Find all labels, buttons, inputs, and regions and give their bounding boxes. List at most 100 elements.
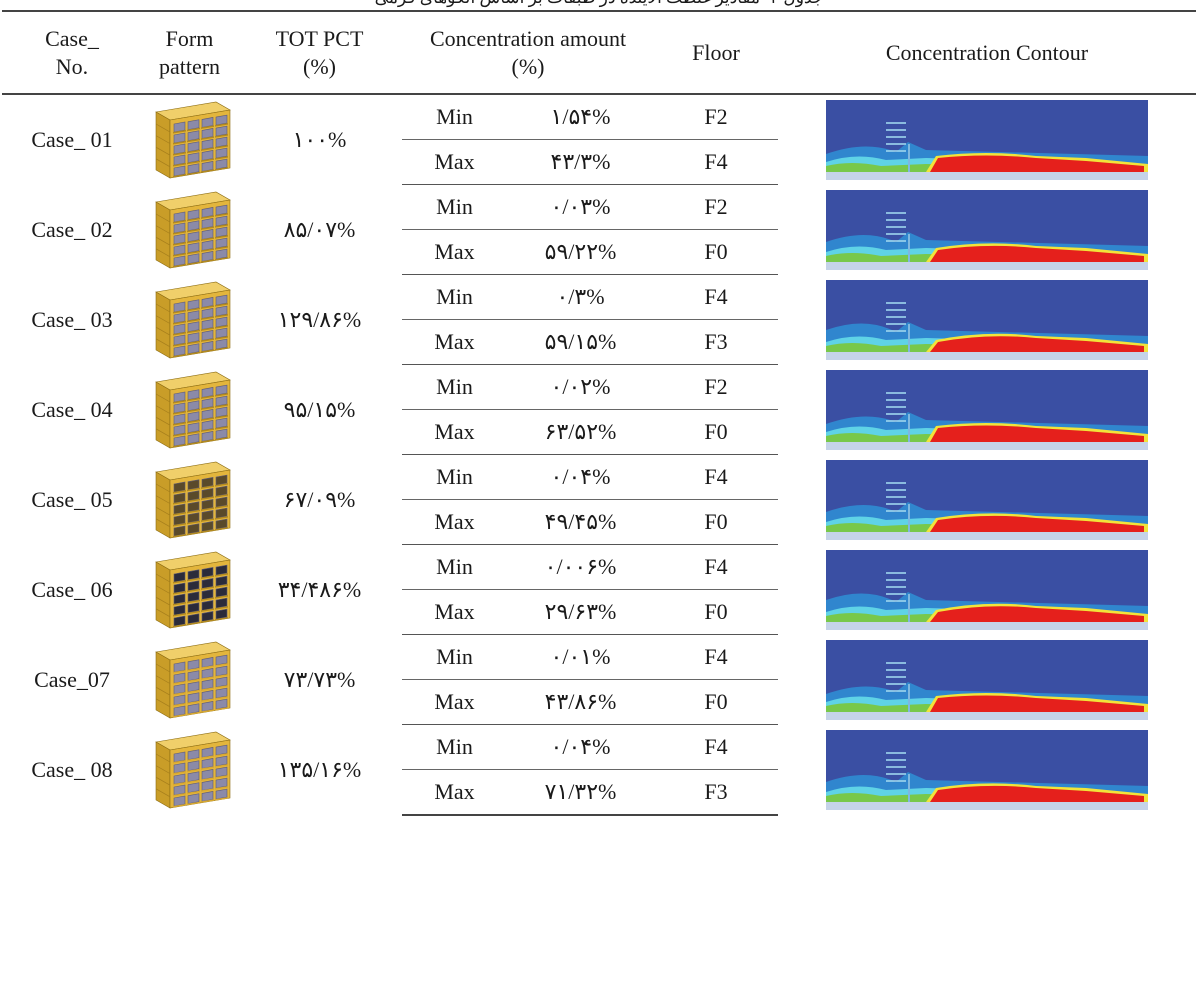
concentration-contour-image	[826, 549, 1148, 630]
min-value-cell: ۰/۰۰۶%	[507, 544, 654, 590]
header-form-pattern: Form pattern	[142, 10, 237, 95]
contour-cell	[778, 455, 1196, 545]
building-massing-icon	[155, 191, 231, 269]
tot-pct-cell: ۱۳۵/۱۶%	[277, 756, 362, 782]
max-label-cell: Max	[402, 319, 507, 365]
concentration-contour-image	[826, 189, 1148, 270]
table-caption: جدول ۳- مقادیر غلظت آلاینده در طبقات بر …	[0, 0, 1198, 10]
min-value-cell: ۰/۰۱%	[507, 634, 654, 680]
concentration-contour-image	[826, 729, 1148, 810]
table-row: Max ۷۱/۳۲% F3	[2, 769, 1196, 816]
max-label-cell: Max	[402, 769, 507, 816]
min-label-cell: Min	[402, 544, 507, 590]
case-number-cell: Case_ 01	[31, 126, 113, 152]
min-label-cell: Min	[402, 634, 507, 680]
max-floor-cell: F3	[654, 769, 778, 816]
case-number-cell: Case_ 02	[31, 216, 113, 242]
tot-pct-cell: ۱۰۰%	[292, 126, 347, 152]
table-row: Max ۶۳/۵۲% F0	[2, 409, 1196, 455]
min-floor-cell: F2	[654, 184, 778, 230]
form-pattern-cell	[142, 455, 237, 545]
form-pattern-cell	[142, 185, 237, 275]
form-pattern-cell	[142, 635, 237, 725]
max-value-cell: ۲۹/۶۳%	[507, 589, 654, 635]
table-row: Max ۴۳/۳% F4	[2, 139, 1196, 185]
case-number-cell: Case_ 04	[31, 396, 113, 422]
max-floor-cell: F0	[654, 499, 778, 545]
max-label-cell: Max	[402, 499, 507, 545]
min-label-cell: Min	[402, 364, 507, 410]
max-floor-cell: F4	[654, 139, 778, 185]
concentration-table: Case_ No. Form pattern TOT PCT (%) Concentr…	[2, 10, 1196, 816]
min-value-cell: ۰/۰۲%	[507, 364, 654, 410]
table-row: Case_ 02 ۸۵/۰۷% Min ۰/۰۳% F2	[2, 184, 1196, 270]
max-value-cell: ۷۱/۳۲%	[507, 769, 654, 816]
tot-pct-cell: ۳۴/۴۸۶%	[277, 576, 362, 602]
building-massing-icon	[155, 641, 231, 719]
table-row: Max ۵۹/۲۲% F0	[2, 229, 1196, 275]
min-floor-cell: F2	[654, 94, 778, 140]
min-value-cell: ۰/۳%	[507, 274, 654, 320]
min-floor-cell: F4	[654, 274, 778, 320]
caption-text: جدول ۳- مقادیر غلظت آلاینده در طبقات بر …	[0, 0, 1198, 8]
building-massing-icon	[155, 371, 231, 449]
contour-cell	[778, 94, 1196, 185]
header-concentration: Concentration amount (%)	[402, 10, 654, 95]
max-value-cell: ۴۳/۸۶%	[507, 679, 654, 725]
min-floor-cell: F4	[654, 634, 778, 680]
max-floor-cell: F0	[654, 589, 778, 635]
contour-cell	[778, 275, 1196, 365]
max-value-cell: ۴۳/۳%	[507, 139, 654, 185]
tot-pct-cell: ۱۲۹/۸۶%	[277, 306, 362, 332]
max-label-cell: Max	[402, 589, 507, 635]
form-pattern-cell	[142, 545, 237, 635]
table-row: Max ۴۳/۸۶% F0	[2, 679, 1196, 725]
table-row: Max ۴۹/۴۵% F0	[2, 499, 1196, 545]
tot-pct-cell: ۸۵/۰۷%	[283, 216, 356, 242]
min-floor-cell: F4	[654, 454, 778, 500]
contour-cell	[778, 185, 1196, 275]
max-value-cell: ۵۹/۱۵%	[507, 319, 654, 365]
concentration-contour-image	[826, 369, 1148, 450]
table-row: Case_ 05 ۶۷/۰۹% Min ۰/۰۴% F4	[2, 454, 1196, 540]
max-value-cell: ۵۹/۲۲%	[507, 229, 654, 275]
case-number-cell: Case_ 08	[31, 756, 113, 782]
form-pattern-cell	[142, 94, 237, 185]
tot-pct-cell: ۶۷/۰۹%	[283, 486, 356, 512]
tot-pct-cell: ۷۳/۷۳%	[283, 666, 356, 692]
min-floor-cell: F4	[654, 544, 778, 590]
min-label-cell: Min	[402, 724, 507, 770]
form-pattern-cell	[142, 365, 237, 455]
min-floor-cell: F4	[654, 724, 778, 770]
max-floor-cell: F0	[654, 409, 778, 455]
header-contour: Concentration Contour	[778, 10, 1196, 95]
max-floor-cell: F0	[654, 229, 778, 275]
header-floor: Floor	[654, 10, 778, 95]
table-row: Case_ 04 ۹۵/۱۵% Min ۰/۰۲% F2	[2, 364, 1196, 450]
min-label-cell: Min	[402, 94, 507, 140]
building-massing-icon	[155, 281, 231, 359]
max-floor-cell: F3	[654, 319, 778, 365]
tot-pct-cell: ۹۵/۱۵%	[283, 396, 356, 422]
header-case: Case_ No.	[2, 10, 142, 95]
case-number-cell: Case_07	[34, 666, 110, 692]
contour-cell	[778, 635, 1196, 725]
contour-cell	[778, 725, 1196, 816]
min-label-cell: Min	[402, 184, 507, 230]
max-floor-cell: F0	[654, 679, 778, 725]
max-label-cell: Max	[402, 139, 507, 185]
table-row: Case_ 03 ۱۲۹/۸۶% Min ۰/۳% F4	[2, 274, 1196, 360]
building-massing-icon	[155, 461, 231, 539]
case-number-cell: Case_ 05	[31, 486, 113, 512]
concentration-contour-image	[826, 459, 1148, 540]
case-number-cell: Case_ 03	[31, 306, 113, 332]
min-value-cell: ۰/۰۴%	[507, 724, 654, 770]
case-number-cell: Case_ 06	[31, 576, 113, 602]
table-row: Max ۲۹/۶۳% F0	[2, 589, 1196, 635]
table-row: Case_07 ۷۳/۷۳% Min ۰/۰۱% F4	[2, 634, 1196, 720]
form-pattern-cell	[142, 275, 237, 365]
contour-cell	[778, 365, 1196, 455]
max-label-cell: Max	[402, 409, 507, 455]
form-pattern-cell	[142, 725, 237, 816]
table-row: Case_ 08 ۱۳۵/۱۶% Min ۰/۰۴% F4	[2, 724, 1196, 810]
